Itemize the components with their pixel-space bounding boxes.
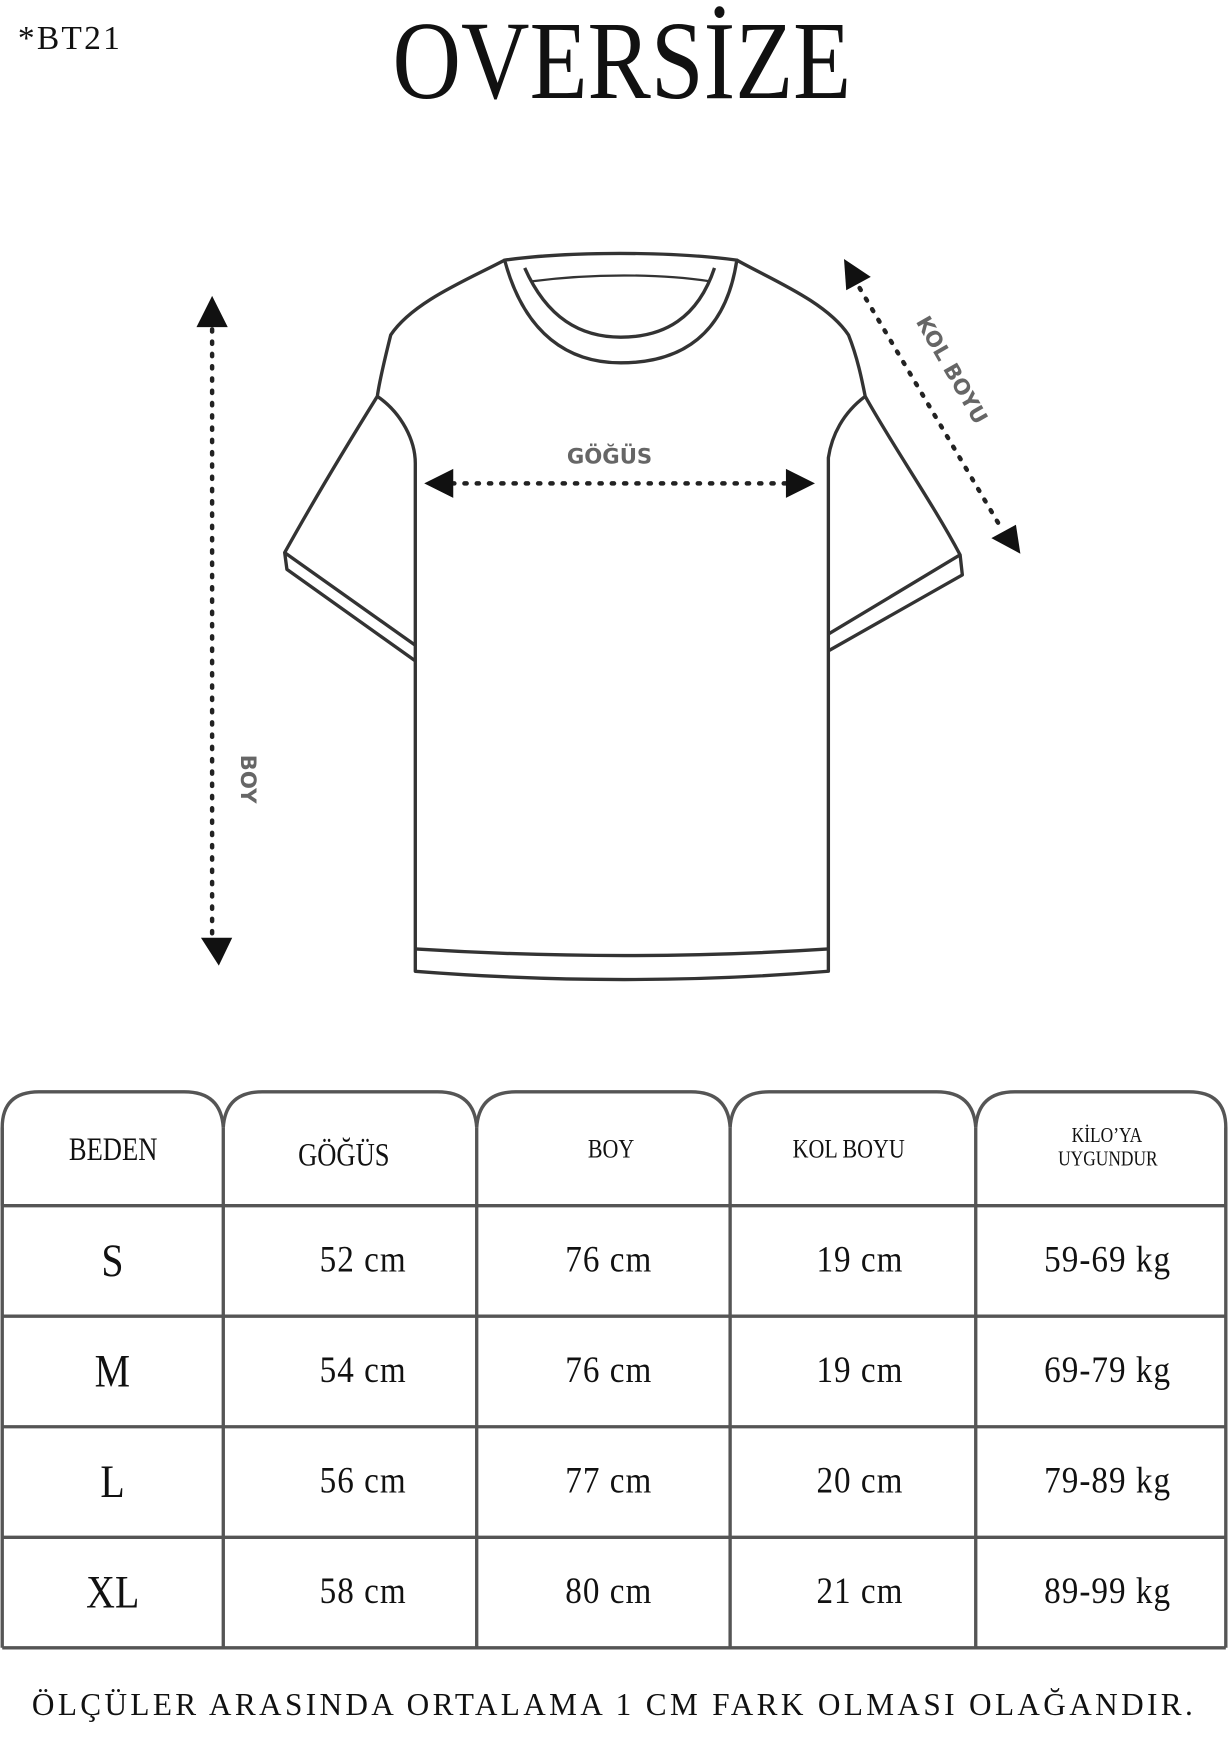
product-code: *BT21 (17, 20, 123, 57)
cell-chest: 58 cm (257, 1537, 469, 1648)
header-sleeve-label: KOL BOYU (792, 1134, 905, 1164)
size-value: XL (86, 1566, 140, 1619)
cell-sleeve: 20 cm (737, 1427, 983, 1538)
header-sleeve: KOL BOYU (730, 1100, 967, 1200)
sleeve-label: KOL BOYU (910, 312, 992, 429)
cell-weight: 59-69 kg (982, 1206, 1228, 1317)
cell-length: 76 cm (486, 1206, 732, 1317)
length-value: 76 cm (564, 1350, 652, 1392)
size-value: S (101, 1235, 124, 1287)
cell-chest: 54 cm (257, 1316, 469, 1427)
weight-value: 69-79 kg (1044, 1350, 1172, 1392)
cell-size: S (2, 1206, 223, 1317)
cell-chest: 56 cm (257, 1427, 469, 1538)
chest-value: 54 cm (319, 1350, 407, 1392)
chest-value: 56 cm (319, 1461, 407, 1502)
chest-label: GÖĞÜS (567, 443, 652, 469)
cell-length: 76 cm (486, 1316, 732, 1427)
measurement-note: ÖLÇÜLER ARASINDA ORTALAMA 1 CM FARK OLMA… (31, 1687, 1197, 1723)
size-value: M (95, 1345, 131, 1398)
cell-length: 80 cm (486, 1537, 732, 1648)
sleeve-value: 19 cm (816, 1240, 904, 1281)
header-size: BEDEN (2, 1100, 223, 1200)
cell-length: 77 cm (486, 1427, 732, 1538)
size-value: L (100, 1456, 125, 1508)
sleeve-arrow (843, 259, 1021, 554)
header-chest-label: GÖĞÜS (297, 1137, 390, 1173)
cell-weight: 89-99 kg (982, 1537, 1228, 1648)
weight-value: 59-69 kg (1044, 1240, 1172, 1281)
page-title: OVERSİZE (392, 0, 852, 123)
weight-value: 89-99 kg (1044, 1571, 1172, 1613)
cell-sleeve: 19 cm (737, 1206, 983, 1317)
length-arrow (196, 295, 233, 966)
cell-sleeve: 21 cm (737, 1537, 983, 1648)
chest-value: 58 cm (319, 1571, 407, 1613)
length-value: 80 cm (564, 1571, 652, 1613)
chest-value: 52 cm (319, 1240, 407, 1281)
header-length-label: BOY (587, 1134, 634, 1164)
cell-weight: 79-89 kg (982, 1427, 1228, 1538)
header-chest: GÖĞÜS (223, 1105, 463, 1205)
header-length: BOY (477, 1100, 745, 1200)
tshirt-outline (283, 251, 965, 982)
cell-size: XL (2, 1537, 223, 1648)
header-weight-line1: KİLO’YA (1072, 1123, 1143, 1148)
length-label: BOY (235, 755, 260, 804)
cell-weight: 69-79 kg (982, 1316, 1228, 1427)
cell-size: M (2, 1316, 223, 1427)
header-weight: KİLO’YA UYGUNDUR (976, 1100, 1228, 1195)
table-grid (0, 1090, 1228, 1650)
sleeve-value: 21 cm (816, 1571, 904, 1613)
length-value: 77 cm (564, 1461, 652, 1502)
header-size-label: BEDEN (68, 1131, 157, 1168)
sleeve-value: 20 cm (816, 1461, 904, 1502)
header-weight-line2: UYGUNDUR (1057, 1147, 1158, 1171)
cell-chest: 52 cm (257, 1206, 469, 1317)
cell-sleeve: 19 cm (737, 1316, 983, 1427)
sleeve-value: 19 cm (816, 1350, 904, 1392)
weight-value: 79-89 kg (1044, 1461, 1172, 1502)
chest-arrow (424, 468, 815, 498)
length-value: 76 cm (564, 1240, 652, 1281)
cell-size: L (2, 1427, 223, 1538)
